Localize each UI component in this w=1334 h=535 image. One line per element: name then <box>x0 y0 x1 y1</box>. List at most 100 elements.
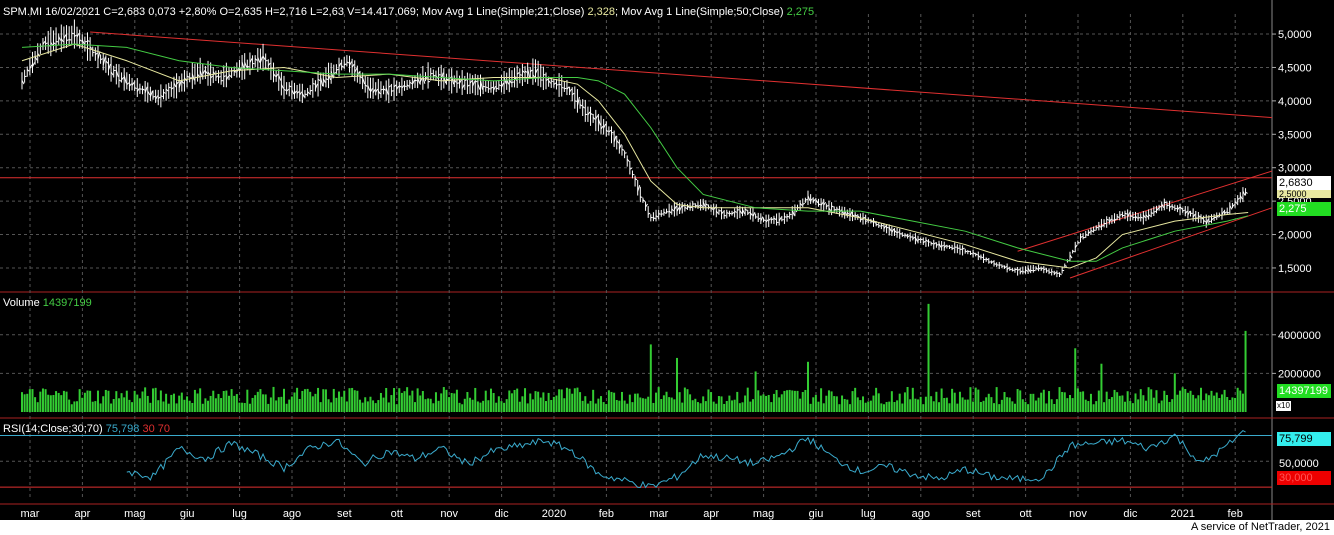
price-bar-close-tick <box>84 40 88 43</box>
price-bar-close-tick <box>97 51 101 60</box>
volume-bar <box>1055 399 1058 412</box>
price-bar-close-tick <box>291 89 295 95</box>
volume-bar <box>657 387 660 412</box>
price-bar-close-tick <box>259 56 263 63</box>
volume-bar <box>317 387 320 412</box>
price-tick-label: 4,0000 <box>1278 96 1312 108</box>
volume-bar <box>589 400 592 412</box>
volume-bar <box>369 396 372 412</box>
price-bar-close-tick <box>854 214 858 217</box>
volume-bar <box>306 388 309 412</box>
price-bar-close-tick <box>744 208 748 211</box>
volume-bar <box>387 402 390 412</box>
price-bar-close-tick <box>930 242 934 245</box>
volume-bar <box>982 400 985 412</box>
volume-bar <box>338 391 341 412</box>
volume-bar <box>191 402 194 412</box>
volume-bar <box>1110 397 1113 412</box>
volume-bar <box>571 393 574 412</box>
volume-bar <box>1095 401 1098 412</box>
volume-bar <box>1213 395 1216 412</box>
price-bar-close-tick <box>126 82 130 86</box>
price-bar-close-tick <box>705 203 709 206</box>
volume-bar <box>993 403 996 412</box>
volume-bar <box>60 395 63 412</box>
volume-bar <box>817 401 820 412</box>
volume-bar <box>1215 392 1218 412</box>
volume-bar <box>458 402 461 412</box>
volume-bar <box>1184 388 1187 412</box>
volume-bar <box>437 400 440 412</box>
price-bar-close-tick <box>1085 234 1088 236</box>
price-bar-close-tick <box>888 227 892 232</box>
volume-bar <box>1050 399 1053 412</box>
volume-bar <box>1019 390 1022 412</box>
rsi-mid-badge: 50,0000 <box>1277 457 1331 471</box>
price-bar-close-tick <box>846 212 850 215</box>
volume-bar <box>893 402 896 412</box>
volume-bar <box>1197 395 1200 412</box>
volume-bar <box>516 388 519 412</box>
volume-bar <box>283 388 285 412</box>
volume-bar <box>259 389 262 412</box>
volume-bar <box>652 402 655 412</box>
volume-bar <box>241 402 244 412</box>
volume-bar <box>725 400 728 412</box>
month-tick-label: lug <box>861 508 876 520</box>
price-bar-close-tick <box>155 95 159 100</box>
volume-bar <box>152 388 154 412</box>
volume-bar <box>157 400 160 412</box>
volume-bar <box>83 392 86 412</box>
price-bar-close-tick <box>1019 270 1023 273</box>
volume-bar <box>704 401 707 412</box>
volume-bar <box>691 400 694 412</box>
price-bar-close-tick <box>608 129 612 133</box>
volume-bar <box>807 361 809 412</box>
volume-bar <box>489 388 492 412</box>
price-bar-close-tick <box>807 195 811 202</box>
volume-bar <box>592 389 595 412</box>
volume-bar <box>288 399 291 412</box>
price-bar-close-tick <box>752 211 756 217</box>
volume-bar <box>710 392 713 412</box>
volume-bar <box>1053 403 1056 412</box>
ma50-label: ; Mov Avg 1 Line(Simple;50;Close) <box>614 6 784 18</box>
volume-bar <box>1173 373 1176 412</box>
price-bar-close-tick <box>1203 220 1206 223</box>
volume-bar <box>1092 404 1095 412</box>
volume-bar <box>961 397 964 412</box>
price-bar-close-tick <box>768 218 772 221</box>
price-bar-close-tick <box>328 74 332 81</box>
volume-bar <box>560 389 563 412</box>
price-bar-close-tick <box>1148 214 1151 217</box>
price-bar-close-tick <box>852 214 855 217</box>
volume-bar <box>911 387 914 412</box>
volume-bar <box>379 392 382 412</box>
volume-bar <box>1034 400 1037 412</box>
price-bar-close-tick <box>1087 231 1091 234</box>
price-bar-close-tick <box>1211 217 1214 221</box>
price-bar-close-tick <box>393 84 397 88</box>
price-bar-close-tick <box>642 199 646 202</box>
volume-bar <box>461 404 464 412</box>
volume-bar <box>1226 396 1229 412</box>
price-bar-close-tick <box>938 243 942 248</box>
volume-bar <box>903 392 906 412</box>
price-bar-close-tick <box>1035 267 1039 270</box>
price-bar-close-tick <box>123 75 127 84</box>
price-bar-close-tick <box>1124 212 1128 215</box>
price-bar-close-tick <box>1127 212 1131 218</box>
volume-bar <box>212 390 215 412</box>
price-bar-close-tick <box>131 82 135 86</box>
volume-bar <box>864 402 867 412</box>
volume-header: Volume 14397199 <box>3 297 92 310</box>
volume-bar <box>217 393 220 412</box>
volume-bar <box>272 386 275 412</box>
price-bar-close-tick <box>100 58 103 61</box>
price-bar-close-tick <box>506 79 510 85</box>
price-bar-close-tick <box>679 206 683 212</box>
price-bar-close-tick <box>1135 215 1138 219</box>
price-bar-close-tick <box>29 64 33 70</box>
price-bar-close-tick <box>1177 206 1180 211</box>
